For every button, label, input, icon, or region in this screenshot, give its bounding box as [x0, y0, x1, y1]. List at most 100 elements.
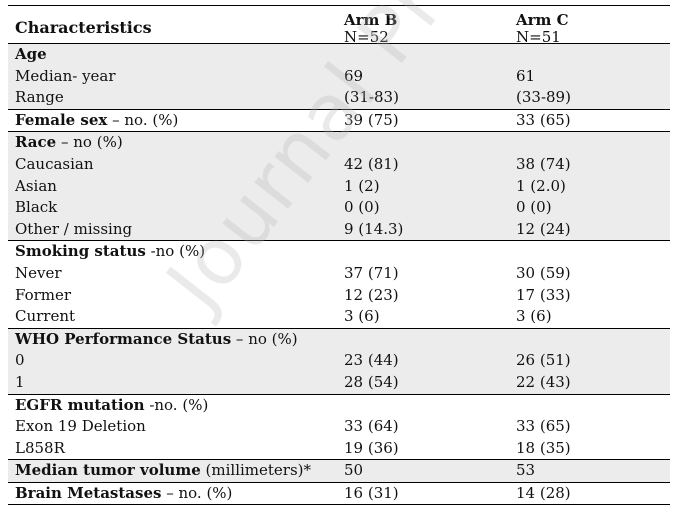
group-title-row: Age [8, 44, 670, 66]
row-label: Median tumor volume (millimeters)* [8, 460, 344, 482]
row-label: Median- year [15, 66, 116, 85]
egfr-suffix: -no. (%) [144, 395, 209, 414]
egfr-heading: EGFR mutation -no. (%) [8, 395, 344, 417]
race-suffix: – no (%) [56, 133, 123, 152]
row-label: 0 [15, 351, 25, 370]
arm-c-value: 22 (43) [516, 372, 571, 391]
arm-c-value: 1 (2.0) [516, 176, 566, 195]
table-row: Never 37 (71) 30 (59) [8, 263, 670, 285]
arm-b-value: 1 (2) [344, 176, 380, 195]
table-row: Black 0 (0) 0 (0) [8, 197, 670, 219]
arm-c-value: 38 (74) [516, 154, 571, 173]
smoking-suffix: -no (%) [145, 242, 206, 261]
group-title-row: Race – no (%) [8, 132, 670, 154]
tumor-title: Median tumor volume [15, 461, 201, 480]
header-characteristics: Characteristics [15, 18, 152, 37]
smoking-heading: Smoking status -no (%) [8, 241, 344, 263]
arm-c-label: Arm C [516, 11, 569, 29]
row-label: L858R [15, 438, 65, 457]
arm-b-value: 50 [344, 461, 364, 480]
race-heading: Race – no (%) [8, 132, 344, 154]
table-row: 0 23 (44) 26 (51) [8, 350, 670, 372]
group-title-row: Smoking status -no (%) [8, 241, 670, 263]
smoking-group: Smoking status -no (%) Never 37 (71) 30 … [8, 241, 670, 329]
arm-c-value: 33 (65) [516, 417, 571, 436]
row-label: Black [15, 198, 58, 217]
row-label: Other / missing [15, 219, 133, 238]
arm-b-value: (31-83) [344, 88, 399, 107]
arm-c-n: N=51 [516, 28, 561, 46]
table-row: 1 28 (54) 22 (43) [8, 372, 670, 394]
who-suffix: – no (%) [231, 329, 298, 348]
row-label: Current [15, 307, 76, 326]
arm-c-value: 53 [516, 461, 536, 480]
arm-c-value: 12 (24) [516, 219, 571, 238]
row-label: Range [15, 88, 64, 107]
arm-c-value: 17 (33) [516, 285, 571, 304]
age-group: Age Median- year 69 61 Range (31-83) (33… [8, 44, 670, 110]
table-row: Former 12 (23) 17 (33) [8, 285, 670, 307]
table-row: Median tumor volume (millimeters)* 50 53 [8, 460, 670, 482]
table-row: Exon 19 Deletion 33 (64) 33 (65) [8, 416, 670, 438]
female-suffix: – no. (%) [107, 110, 179, 129]
header-arm-c: Arm C N=51 [516, 12, 670, 46]
arm-b-value: 42 (81) [344, 154, 399, 173]
who-heading: WHO Performance Status – no (%) [8, 329, 344, 351]
arm-b-value: 19 (36) [344, 438, 399, 457]
arm-c-value: 33 (65) [516, 110, 571, 129]
table-row: Current 3 (6) 3 (6) [8, 306, 670, 328]
arm-c-value: 61 [516, 66, 536, 85]
arm-c-value: 18 (35) [516, 438, 571, 457]
race-title: Race [15, 133, 57, 152]
arm-b-value: 69 [344, 66, 364, 85]
characteristics-table: Characteristics Arm B N=52 Arm C N=51 Ag… [8, 5, 670, 506]
arm-c-value: 0 (0) [516, 198, 552, 217]
brain-group: Brain Metastases – no. (%) 16 (31) 14 (2… [8, 483, 670, 505]
table-row: Female sex – no. (%) 39 (75) 33 (65) [8, 110, 670, 132]
group-title-row: WHO Performance Status – no (%) [8, 329, 670, 351]
tumor-group: Median tumor volume (millimeters)* 50 53 [8, 460, 670, 483]
female-title: Female sex [15, 110, 108, 129]
table-row: Median- year 69 61 [8, 66, 670, 88]
arm-c-value: 30 (59) [516, 263, 571, 282]
arm-c-value: 26 (51) [516, 351, 571, 370]
arm-c-value: (33-89) [516, 88, 571, 107]
arm-b-value: 12 (23) [344, 285, 399, 304]
row-label: Former [15, 285, 72, 304]
table-row: Brain Metastases – no. (%) 16 (31) 14 (2… [8, 483, 670, 505]
table-row: Other / missing 9 (14.3) 12 (24) [8, 219, 670, 241]
egfr-title: EGFR mutation [15, 395, 145, 414]
arm-b-value: 28 (54) [344, 372, 399, 391]
arm-b-label: Arm B [344, 11, 398, 29]
row-label: 1 [15, 372, 25, 391]
female-group: Female sex – no. (%) 39 (75) 33 (65) [8, 110, 670, 133]
arm-b-value: 3 (6) [344, 307, 380, 326]
header-arm-b: Arm B N=52 [344, 12, 516, 46]
arm-b-value: 23 (44) [344, 351, 399, 370]
row-label: Caucasian [15, 154, 94, 173]
row-label: Never [15, 263, 62, 282]
arm-b-value: 33 (64) [344, 417, 399, 436]
who-group: WHO Performance Status – no (%) 0 23 (44… [8, 328, 670, 395]
arm-b-value: 16 (31) [344, 483, 399, 502]
age-title: Age [15, 45, 47, 63]
row-label: Brain Metastases – no. (%) [8, 483, 344, 505]
arm-b-value: 37 (71) [344, 263, 399, 282]
egfr-group: EGFR mutation -no. (%) Exon 19 Deletion … [8, 395, 670, 461]
arm-b-value: 9 (14.3) [344, 219, 404, 238]
arm-b-value: 0 (0) [344, 198, 380, 217]
table-row: Asian 1 (2) 1 (2.0) [8, 176, 670, 198]
arm-b-value: 39 (75) [344, 110, 399, 129]
row-label: Asian [15, 176, 57, 195]
who-title: WHO Performance Status [15, 329, 232, 348]
table-row: Range (31-83) (33-89) [8, 87, 670, 109]
row-label: Female sex – no. (%) [8, 110, 344, 132]
race-group: Race – no (%) Caucasian 42 (81) 38 (74) … [8, 132, 670, 242]
table-row: L858R 19 (36) 18 (35) [8, 438, 670, 460]
tumor-suffix: (millimeters)* [200, 461, 312, 480]
arm-b-n: N=52 [344, 28, 389, 46]
group-title-row: EGFR mutation -no. (%) [8, 395, 670, 417]
brain-suffix: – no. (%) [161, 483, 233, 502]
table-row: Caucasian 42 (81) 38 (74) [8, 154, 670, 176]
arm-c-value: 14 (28) [516, 483, 571, 502]
